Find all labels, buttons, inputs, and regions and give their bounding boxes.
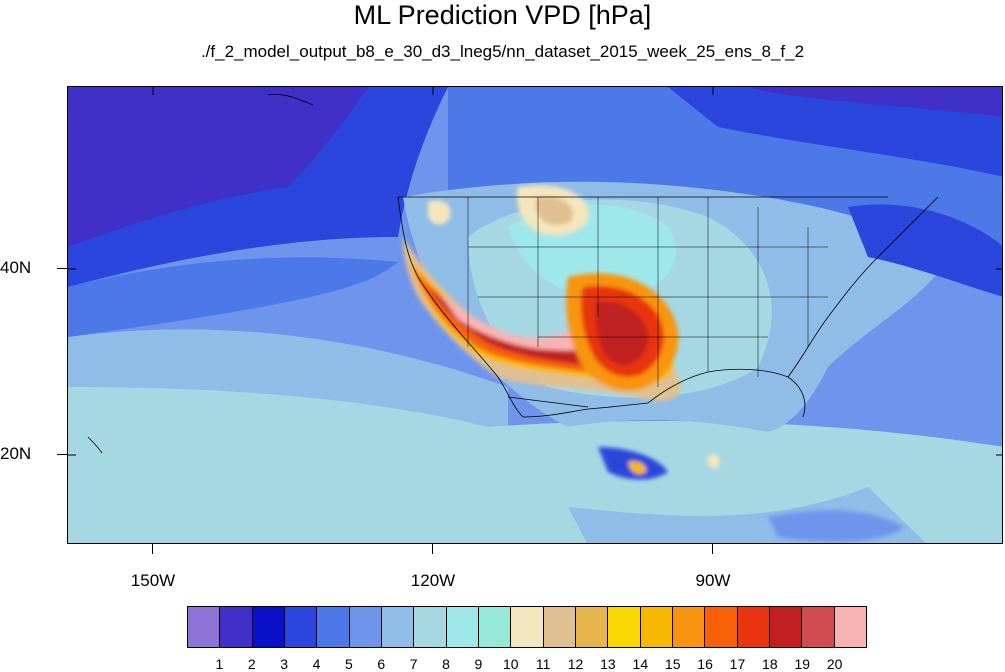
colorbar-box-20 [834,607,866,647]
colorbar-box-13 [608,607,641,647]
lon-tick-120w [432,544,433,554]
field-sw-max [438,292,601,351]
colorbar-label: 19 [794,656,811,672]
lat-tick-20n [57,454,67,455]
colorbar-box-10 [511,607,544,647]
field-gulf-spot [707,454,720,469]
colorbar-label: 13 [600,656,616,672]
coastline-hawaii [87,436,103,454]
colorbar-box-18 [769,607,803,647]
colorbar-label: 17 [729,656,746,672]
field-arctic [668,87,1002,177]
lon-label-120w: 120W [410,571,456,590]
map-subtitle: ./f_2_model_output_b8_e_30_d3_lneg5/nn_d… [200,42,805,61]
colorbar-label: 9 [474,656,483,672]
inner-ticks [68,87,1002,456]
colorbar-label: 18 [762,656,778,672]
colorbar-box-19 [802,607,835,647]
coastlines [87,93,939,454]
lon-tick-150w [152,544,153,554]
colorbar-label: 14 [632,656,649,672]
colorbar-label: 15 [664,656,681,672]
colorbar-label: 20 [826,656,843,672]
colorbar-box-5 [349,607,382,647]
lon-tick-90w [712,544,713,554]
colorbar-box-15 [672,607,706,647]
coastline-gulf [647,368,806,418]
coastline-east [787,196,939,378]
vpd-field-map [68,87,1002,543]
lat-label-20n: 20N [0,444,32,463]
colorbar-label: 16 [697,656,713,672]
field-north-pacific-core [68,87,368,247]
colorbar-box-6 [381,607,415,647]
lon-label-150w: 150W [130,571,176,590]
colorbar-box-12 [575,607,609,647]
colorbar-label: 2 [247,656,256,672]
coastline-mexico-north [522,402,649,418]
colorbar-label: 3 [280,656,289,672]
colorbar-label: 8 [442,656,450,672]
field-mexico-spot [628,461,647,475]
field-pacific-band [68,257,398,337]
colorbar-label: 11 [535,656,551,672]
lat-label-40n: 40N [0,258,32,277]
colorbar-labels: 1 2 3 4 5 6 7 8 9 10 11 12 13 14 15 16 17 18 19 20 [187,656,867,672]
colorbar-box-4 [317,607,350,647]
colorbar-box-0 [188,607,221,647]
field-pnw-warm [428,200,451,225]
colorbar-box-11 [543,607,576,647]
lon-label-90w: 90W [695,571,731,590]
lat-tick-40n [57,268,67,269]
colorbar-box-3 [284,607,318,647]
colorbar-box-9 [478,607,512,647]
field-band-tropical [68,387,567,543]
state-borders [467,197,828,387]
colorbar-label: 7 [409,656,418,672]
colorbar-label: 1 [215,656,224,672]
colorbar-label: 10 [503,656,519,672]
colorbar-box-14 [640,607,673,647]
colorbar-label: 5 [344,656,353,672]
field-central-america [768,510,904,542]
colorbar-box-17 [737,607,770,647]
field-tx-extreme [595,301,648,366]
colorbar-box-16 [705,607,738,647]
colorbar-label: 4 [312,656,321,672]
map-title: ML Prediction VPD [hPa] [353,0,652,30]
colorbar [187,606,867,648]
coastline-west [397,196,524,418]
colorbar-box-2 [252,607,285,647]
colorbar-label: 6 [377,656,386,672]
colorbar-box-7 [414,607,447,647]
field-northeast [848,204,1002,297]
colorbar-box-1 [220,607,253,647]
coastline-alaska [267,93,314,106]
colorbar-box-8 [446,607,479,647]
field-arctic-core [748,87,1002,117]
field-np-warmer [535,196,573,225]
border-mexico [507,396,589,408]
colorbar-label: 12 [567,656,584,672]
map-panel [67,86,1003,544]
